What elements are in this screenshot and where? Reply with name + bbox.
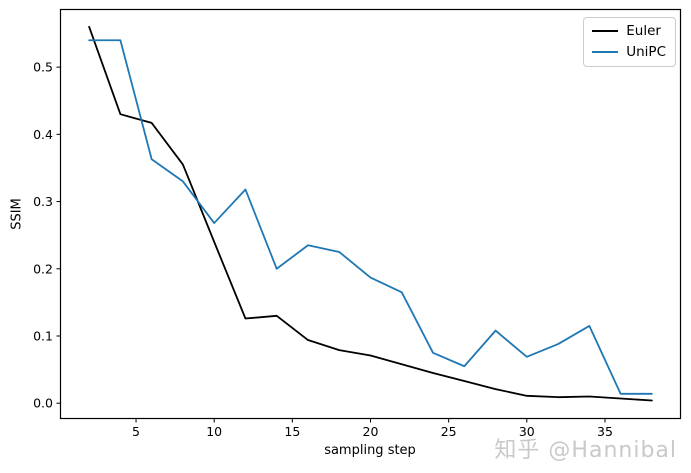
legend-item-label: UniPC [626,43,666,60]
series-line-euler [88,25,653,402]
y-tick-label: 0.2 [33,261,53,276]
y-tick-label: 0.4 [33,127,53,142]
x-tick-label: 35 [597,424,613,439]
watermark: 知乎 @Hannibal [494,438,677,463]
legend-line-swatch [592,51,619,54]
y-tick-label: 0.1 [33,328,53,343]
y-tick-label: 0.5 [33,60,53,75]
x-tick-label: 10 [206,424,222,439]
x-axis-label: sampling step [324,443,416,458]
legend-line-swatch [592,30,619,33]
legend-item-euler: Euler [592,24,666,39]
axes-frame [59,8,682,420]
x-tick-label: 5 [132,424,140,439]
y-axis-label: SSIM [9,198,25,230]
y-tick-label: 0.3 [33,194,53,209]
series-line-unipc [88,39,653,395]
y-tick-label: 0.0 [33,396,53,411]
x-tick-label: 25 [441,424,457,439]
legend: Euler UniPC [583,17,676,67]
x-tick-label: 30 [519,424,535,439]
x-tick-label: 20 [363,424,379,439]
legend-item-label: Euler [626,23,661,39]
legend-item-unipc: UniPC [592,43,666,60]
x-tick-label: 15 [284,424,300,439]
